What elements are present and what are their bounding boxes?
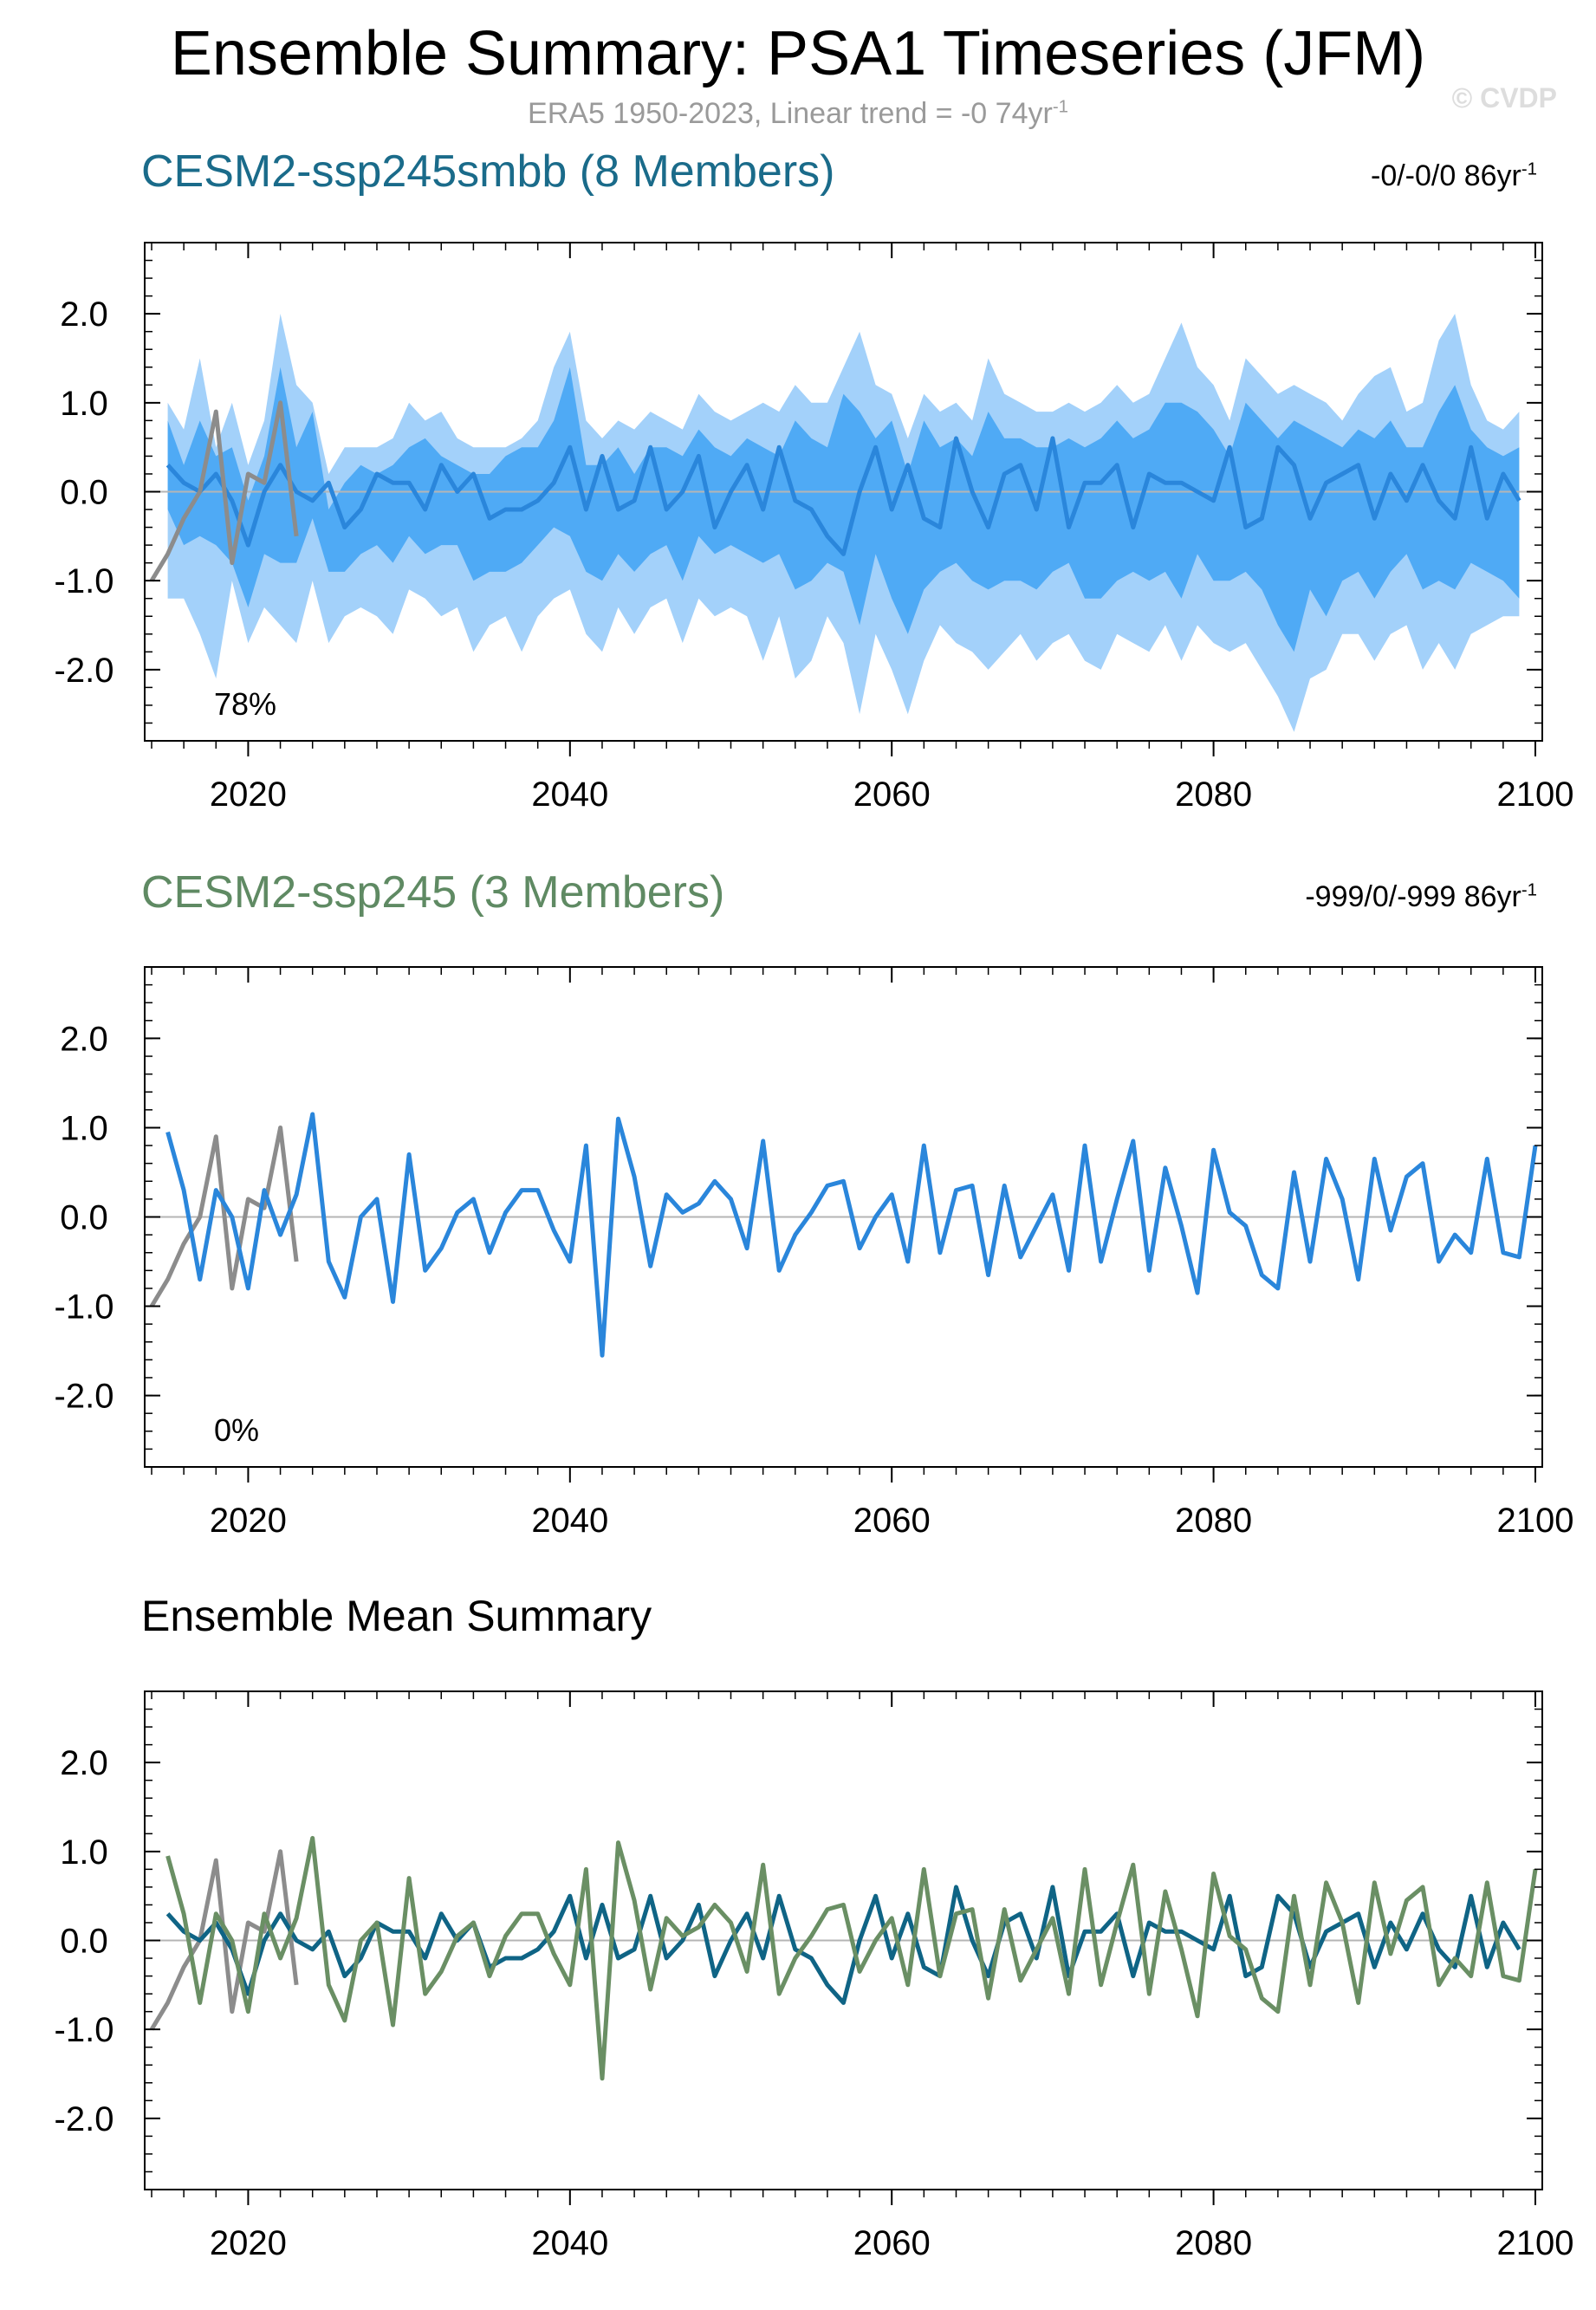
ssp245-mean-line <box>165 1835 1538 2081</box>
panel-1: 2.0 1.0 0.0 -1.0 -2.0 2020 2040 2060 2080 2100 78% <box>55 242 1574 814</box>
figure-subtitle: ERA5 1950-2023, Linear trend = -0 74yr-1 <box>0 97 1596 131</box>
ensemble-mean-line <box>165 436 1521 556</box>
panel-3: 2.0 1.0 0.0 -1.0 -2.0 2020 2040 2060 2080 2100 <box>55 1690 1574 2262</box>
panel1-trend: -0/-0/0 86yr-1 <box>1371 159 1537 193</box>
panel3-title: Ensemble Mean Summary <box>141 1592 652 1640</box>
cvdp-watermark: © CVDP <box>1451 82 1557 114</box>
x-tick-label: 2100 <box>1497 2224 1574 2262</box>
panel2-trend-exp: -1 <box>1521 880 1537 900</box>
y-tick-label: -1.0 <box>55 562 114 600</box>
x-tick-label: 2020 <box>210 1502 287 1540</box>
percent-label: 0% <box>214 1412 259 1448</box>
y-tick-label: -1.0 <box>55 1288 114 1327</box>
x-tick-label: 2040 <box>531 2224 608 2262</box>
x-tick-label: 2100 <box>1497 775 1574 814</box>
y-tick-label: -2.0 <box>55 1378 114 1416</box>
ensemble-mean-line <box>165 1112 1538 1358</box>
x-tick-label: 2060 <box>853 1502 931 1540</box>
x-tick-label: 2020 <box>210 2224 287 2262</box>
y-tick-label: -2.0 <box>55 2100 114 2138</box>
y-tick-label: 0.0 <box>60 1923 108 1961</box>
x-tick-label: 2040 <box>531 775 608 814</box>
x-tick-label: 2080 <box>1175 1502 1252 1540</box>
figure-title: Ensemble Summary: PSA1 Timeseries (JFM) <box>170 19 1426 88</box>
panel-2: 2.0 1.0 0.0 -1.0 -2.0 2020 2040 2060 2080 2100 0% <box>55 966 1574 1540</box>
y-tick-label: -1.0 <box>55 2011 114 2049</box>
y-tick-label: -2.0 <box>55 652 114 690</box>
y-tick-label: 0.0 <box>60 474 108 512</box>
y-tick-label: 2.0 <box>60 1020 108 1058</box>
ensemble-iqr-band <box>167 367 1520 652</box>
y-tick-label: 2.0 <box>60 295 108 334</box>
x-tick-label: 2080 <box>1175 775 1252 814</box>
panel1-trend-text: -0/-0/0 86yr <box>1371 159 1521 192</box>
y-tick-label: 1.0 <box>60 1833 108 1872</box>
x-tick-label: 2060 <box>853 2224 931 2262</box>
panel1-title: CESM2-ssp245smbb (8 Members) <box>141 146 835 197</box>
x-tick-label: 2060 <box>853 775 931 814</box>
panel2-trend: -999/0/-999 86yr-1 <box>1305 879 1537 914</box>
era5-obs-line <box>149 1126 299 1307</box>
y-tick-label: 2.0 <box>60 1744 108 1782</box>
era5-obs-line <box>149 400 299 582</box>
panel1-trend-exp: -1 <box>1521 159 1537 179</box>
smbb-mean-line <box>165 1885 1521 2005</box>
y-tick-label: 1.0 <box>60 385 108 423</box>
x-tick-label: 2020 <box>210 775 287 814</box>
x-tick-label: 2080 <box>1175 2224 1252 2262</box>
y-tick-label: 1.0 <box>60 1109 108 1147</box>
x-tick-label: 2100 <box>1497 1502 1574 1540</box>
subtitle-text: ERA5 1950-2023, Linear trend = -0 74yr <box>528 97 1053 130</box>
subtitle-exponent: -1 <box>1052 97 1068 117</box>
percent-label: 78% <box>214 686 276 722</box>
x-tick-label: 2040 <box>531 1502 608 1540</box>
panel2-title: CESM2-ssp245 (3 Members) <box>141 867 725 918</box>
y-tick-label: 0.0 <box>60 1199 108 1237</box>
panel2-trend-text: -999/0/-999 86yr <box>1305 880 1521 913</box>
